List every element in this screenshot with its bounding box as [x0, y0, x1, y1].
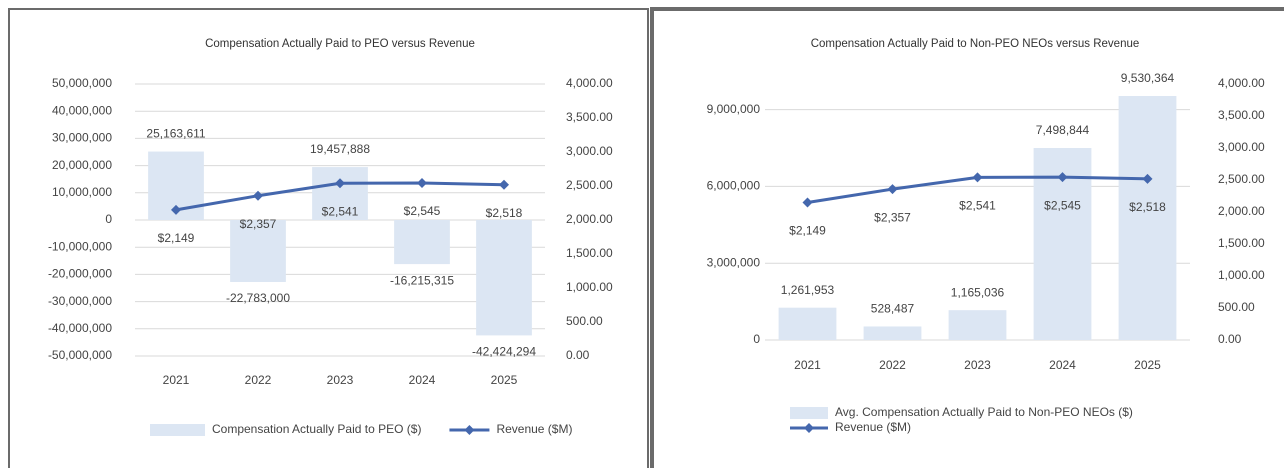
bar-value-label: 7,498,844 — [1036, 123, 1090, 137]
y-tick-label: -40,000,000 — [48, 321, 112, 335]
y2-tick-label: 2,500.00 — [566, 178, 613, 192]
y-tick-label: 50,000,000 — [52, 76, 112, 90]
y2-tick-label: 3,000.00 — [1218, 140, 1265, 154]
revenue-marker — [499, 179, 509, 190]
bar-value-label: 1,165,036 — [951, 285, 1005, 299]
revenue-marker — [802, 197, 813, 208]
bar-value-label: 19,457,888 — [310, 142, 370, 156]
bar-value-label: 1,261,953 — [781, 283, 835, 297]
y-tick-label: 20,000,000 — [52, 158, 112, 172]
y2-tick-label: 1,500.00 — [566, 246, 613, 260]
chart-title: Compensation Actually Paid to PEO versus… — [205, 38, 475, 50]
y-tick-label: -20,000,000 — [48, 267, 112, 281]
bar — [863, 326, 922, 340]
y2-tick-label: 4,000.00 — [566, 76, 613, 90]
line-value-label: $2,149 — [789, 224, 826, 238]
bar-value-label: 528,487 — [871, 302, 915, 316]
y2-tick-label: 3,500.00 — [566, 110, 613, 124]
y2-tick-label: 0.00 — [566, 348, 590, 362]
x-tick-label: 2024 — [1049, 358, 1076, 372]
line-value-label: $2,541 — [959, 199, 996, 213]
y-tick-label: 0 — [753, 332, 760, 346]
legend-label: Avg. Compensation Actually Paid to Non-P… — [835, 405, 1133, 419]
revenue-marker — [1142, 173, 1153, 184]
left-panel — [8, 8, 649, 468]
line-value-label: $2,541 — [322, 204, 359, 218]
bar — [230, 220, 286, 282]
line-value-label: $2,545 — [404, 204, 441, 218]
line-value-label: $2,545 — [1044, 198, 1081, 212]
line-value-label: $2,357 — [240, 217, 277, 231]
bar-value-label: 25,163,611 — [146, 127, 205, 141]
x-tick-label: 2021 — [794, 358, 821, 372]
y-tick-label: -10,000,000 — [48, 239, 112, 253]
y-tick-label: -30,000,000 — [48, 294, 112, 308]
chart-title: Compensation Actually Paid to Non-PEO NE… — [811, 38, 1140, 50]
x-tick-label: 2024 — [409, 373, 436, 387]
revenue-marker — [972, 172, 983, 183]
x-tick-label: 2022 — [245, 373, 272, 387]
y-tick-label: 0 — [105, 212, 112, 226]
y-tick-label: 3,000,000 — [707, 255, 761, 269]
y-tick-label: 30,000,000 — [52, 131, 112, 145]
bar — [394, 220, 450, 265]
x-tick-label: 2023 — [327, 373, 354, 387]
bar — [778, 307, 837, 340]
y2-tick-label: 2,500.00 — [1218, 172, 1265, 186]
x-tick-label: 2023 — [964, 358, 991, 372]
legend-marker — [464, 425, 475, 435]
y2-tick-label: 1,000.00 — [1218, 268, 1265, 282]
line-value-label: $2,518 — [1129, 200, 1166, 214]
x-tick-label: 2025 — [1134, 358, 1161, 372]
bar-value-label: -16,215,315 — [390, 273, 454, 287]
revenue-marker — [171, 204, 181, 215]
bar — [312, 167, 368, 220]
bar-value-label: 9,530,364 — [1121, 71, 1175, 85]
line-value-label: $2,518 — [486, 206, 523, 220]
y2-tick-label: 1,000.00 — [566, 280, 613, 294]
y-tick-label: 40,000,000 — [52, 103, 112, 117]
y-tick-label: 6,000,000 — [707, 179, 761, 193]
x-tick-label: 2022 — [879, 358, 906, 372]
revenue-marker — [887, 184, 898, 195]
y-tick-label: 9,000,000 — [707, 102, 761, 116]
y2-tick-label: 4,000.00 — [1218, 76, 1265, 90]
bar — [476, 220, 532, 336]
legend-label: Revenue ($M) — [835, 420, 911, 434]
bar — [1118, 96, 1177, 341]
y-tick-label: -50,000,000 — [48, 348, 112, 362]
x-tick-label: 2021 — [163, 373, 190, 387]
y2-tick-label: 0.00 — [1218, 332, 1242, 346]
bar-value-label: -42,424,294 — [472, 345, 536, 359]
y2-tick-label: 500.00 — [1218, 300, 1255, 314]
y2-tick-label: 3,000.00 — [566, 144, 613, 158]
y2-tick-label: 500.00 — [566, 314, 603, 328]
y2-tick-label: 2,000.00 — [566, 212, 613, 226]
legend-label: Compensation Actually Paid to PEO ($) — [212, 422, 421, 436]
legend-label: Revenue ($M) — [496, 422, 572, 436]
legend-marker — [804, 423, 814, 433]
revenue-marker — [253, 190, 263, 201]
x-tick-label: 2025 — [491, 373, 518, 387]
right-panel — [650, 7, 1284, 468]
y-tick-label: 10,000,000 — [52, 185, 112, 199]
revenue-marker — [417, 177, 427, 188]
y2-tick-label: 2,000.00 — [1218, 204, 1265, 218]
y2-tick-label: 1,500.00 — [1218, 236, 1265, 250]
y2-tick-label: 3,500.00 — [1218, 108, 1265, 122]
bar — [948, 310, 1007, 340]
revenue-marker — [1057, 172, 1068, 183]
line-value-label: $2,357 — [874, 210, 911, 224]
legend-swatch — [790, 407, 828, 419]
bar-value-label: -22,783,000 — [226, 291, 290, 305]
line-value-label: $2,149 — [158, 231, 195, 245]
legend-swatch — [150, 424, 205, 436]
revenue-marker — [335, 178, 345, 189]
